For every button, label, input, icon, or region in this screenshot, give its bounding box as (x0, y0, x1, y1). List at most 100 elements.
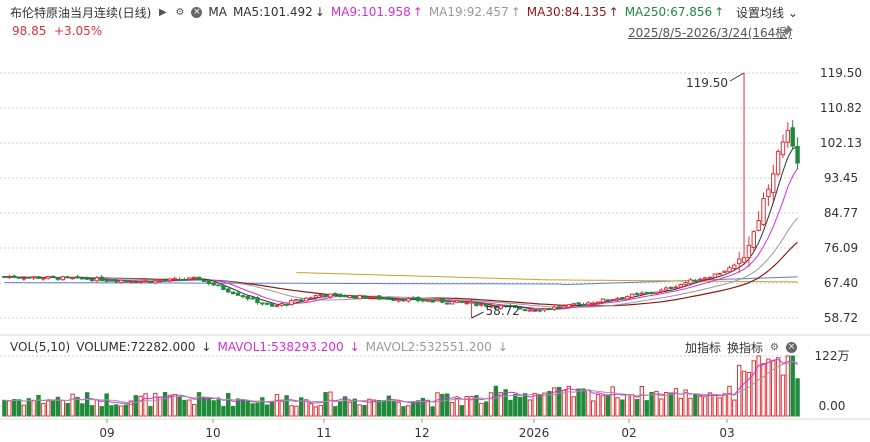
volume-bar (532, 392, 538, 417)
candle-body (367, 297, 372, 300)
candle-body (522, 309, 528, 312)
close-icon[interactable]: × (786, 342, 798, 353)
candle-body (279, 303, 284, 306)
max-price-label: 119.50 (686, 76, 728, 90)
candle-body (31, 276, 36, 279)
candle-body (221, 285, 226, 290)
candle-body (479, 303, 484, 306)
ma9-line (4, 168, 799, 310)
candle-body (775, 151, 781, 175)
volume-bar (65, 402, 70, 417)
candle-body (527, 309, 533, 312)
candle-body (488, 305, 494, 308)
volume-bar (615, 397, 620, 417)
volume-bar (36, 394, 41, 417)
time-tick-label: 03 (719, 426, 734, 440)
price-tick-label: 58.72 (824, 311, 858, 325)
candle-body (216, 284, 221, 287)
candle-body (513, 305, 518, 308)
volume-bar (522, 393, 528, 417)
volume-bar (396, 401, 401, 417)
volume-bar (717, 397, 722, 417)
volume-bar (659, 398, 664, 417)
volume-bar (226, 392, 231, 417)
volume-bar (201, 396, 207, 417)
ma-settings-button[interactable]: 设置均线 ⌄ (736, 4, 798, 21)
candle-body (41, 277, 46, 280)
mavol2-line (4, 361, 798, 403)
volume-bar (206, 397, 212, 417)
volume-bar (771, 360, 776, 417)
candle-body (659, 289, 664, 293)
volume-bar (269, 401, 275, 417)
candle-body (508, 305, 513, 308)
candle-body (639, 292, 645, 295)
volume-bar (649, 391, 654, 417)
candle-body (274, 304, 280, 307)
volume-bar (527, 399, 533, 417)
mavol1-line (4, 358, 798, 406)
candle-body (571, 303, 576, 306)
candle-body (70, 277, 75, 280)
candle-body (391, 298, 396, 301)
gear-icon[interactable]: ⚙ (770, 342, 780, 353)
close-icon[interactable]: × (191, 6, 203, 18)
volume-bar (177, 396, 182, 417)
volume-bar (31, 399, 36, 417)
volume-bar (11, 399, 17, 417)
ma19-arrow: ↑ (510, 5, 521, 19)
volume-bar (216, 399, 221, 417)
volume-bar (537, 394, 542, 417)
mavol2-arrow: ↓ (497, 340, 508, 354)
candle-body (328, 293, 333, 298)
volume-bar (600, 395, 606, 417)
play-icon[interactable]: ▶ (159, 6, 167, 18)
candle-body (561, 305, 567, 309)
candle-body (84, 277, 90, 280)
pin-icon[interactable] (781, 25, 793, 37)
candle-body (7, 276, 12, 279)
date-range[interactable]: 2025/8/5-2026/3/24(164根) (627, 26, 792, 40)
candle-body (211, 282, 216, 286)
volume-bar (513, 393, 518, 417)
volume-bar (347, 401, 353, 417)
gear-icon[interactable]: ⚙ (175, 6, 185, 18)
candle-body (425, 299, 430, 302)
candle-body (736, 258, 742, 265)
volume-bar (547, 390, 552, 417)
ma5-label: MA5:101.492 (232, 5, 313, 19)
volume-bar (372, 399, 377, 417)
candle-body (260, 302, 265, 305)
time-tick-label: 11 (316, 426, 331, 440)
volume-bar (104, 393, 109, 417)
volume-bar (761, 363, 766, 417)
candle-body (600, 298, 606, 303)
volume-value: VOLUME:72282.000 (76, 340, 196, 354)
ma30-arrow: ↑ (608, 5, 619, 19)
candle-body (128, 281, 134, 284)
candle-body (240, 295, 246, 298)
candle-body (308, 297, 314, 300)
volume-bar (576, 388, 581, 417)
change-indicator-button[interactable]: 换指标 (727, 341, 764, 355)
candle-body (566, 303, 572, 308)
candle-body (542, 307, 547, 311)
volume-bar (508, 399, 513, 417)
candle-body (683, 282, 688, 286)
volume-bar (493, 385, 499, 417)
volume-bar (299, 397, 304, 417)
ma250-item: MA250:67.856 ↑ (625, 5, 725, 19)
volume-bar (605, 394, 611, 417)
candle-body (182, 278, 187, 281)
volume-bar (673, 388, 679, 417)
volume-bar (751, 360, 756, 417)
candle-body (746, 244, 752, 259)
volume-bar (435, 392, 440, 417)
volume-bar (595, 394, 601, 417)
volume-bar (571, 396, 576, 417)
candle-body (503, 305, 508, 308)
candle-body (556, 306, 562, 309)
volume-bar (610, 386, 615, 417)
add-indicator-button[interactable]: 加指标 (685, 341, 722, 355)
